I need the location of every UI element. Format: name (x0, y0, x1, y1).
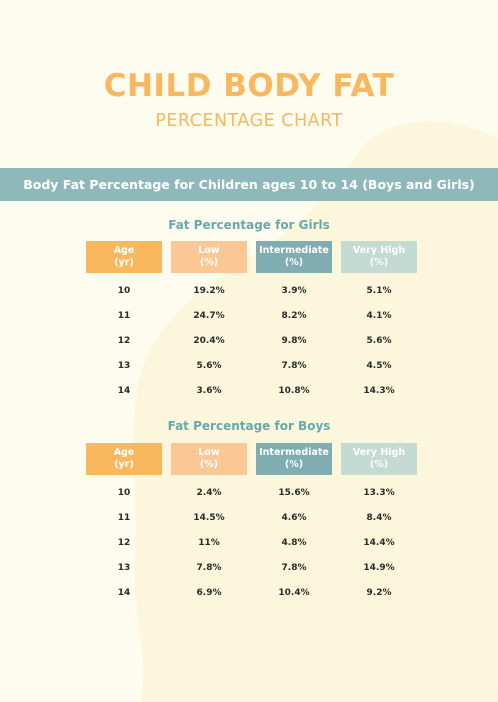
cell-age: 11 (117, 311, 131, 321)
cell-low: 2.4% (196, 488, 222, 498)
header-low: Low (%) (171, 443, 247, 475)
cell-age: 12 (117, 538, 131, 548)
boys-table: Age (yr) Low (%) Intermediate (%) Very High… (0, 443, 498, 606)
header-intermediate: Intermediate (%) (256, 241, 332, 273)
cell-very-high: 4.5% (366, 361, 392, 371)
table-body: 10 19.2% 3.9% 5.1% 11 24.7% 8.2% 4.1% 12… (0, 279, 498, 404)
table-row: 13 5.6% 7.8% 4.5% (0, 354, 498, 379)
cell-age: 14 (117, 386, 131, 396)
cell-very-high: 5.1% (366, 286, 392, 296)
section-banner: Body Fat Percentage for Children ages 10… (0, 168, 498, 201)
cell-intermediate: 3.9% (281, 286, 307, 296)
table-header-row: Age (yr) Low (%) Intermediate (%) Very High… (0, 443, 498, 475)
banner-text: Body Fat Percentage for Children ages 10… (23, 177, 475, 192)
table-row: 12 20.4% 9.8% 5.6% (0, 329, 498, 354)
cell-low: 20.4% (193, 336, 225, 346)
cell-low: 14.5% (193, 513, 225, 523)
header-very-high: Very High (%) (341, 241, 417, 273)
page-title: CHILD BODY FAT (103, 68, 395, 104)
table-header-row: Age (yr) Low (%) Intermediate (%) Very High… (0, 241, 498, 273)
cell-intermediate: 9.8% (281, 336, 307, 346)
table-row: 10 2.4% 15.6% 13.3% (0, 481, 498, 506)
table-body: 10 2.4% 15.6% 13.3% 11 14.5% 4.6% 8.4% 1… (0, 481, 498, 606)
cell-age: 14 (117, 588, 131, 598)
cell-age: 12 (117, 336, 131, 346)
table-row: 12 11% 4.8% 14.4% (0, 531, 498, 556)
cell-age: 13 (117, 563, 131, 573)
table-row: 11 24.7% 8.2% 4.1% (0, 304, 498, 329)
cell-very-high: 8.4% (366, 513, 392, 523)
cell-age: 10 (117, 488, 131, 498)
cell-intermediate: 15.6% (278, 488, 310, 498)
cell-intermediate: 8.2% (281, 311, 307, 321)
page-subtitle: PERCENTAGE CHART (155, 111, 343, 131)
cell-very-high: 4.1% (366, 311, 392, 321)
cell-very-high: 9.2% (366, 588, 392, 598)
header-low: Low (%) (171, 241, 247, 273)
header-intermediate: Intermediate (%) (256, 443, 332, 475)
cell-intermediate: 4.6% (281, 513, 307, 523)
cell-intermediate: 7.8% (281, 563, 307, 573)
cell-low: 5.6% (196, 361, 222, 371)
cell-age: 13 (117, 361, 131, 371)
cell-very-high: 14.4% (363, 538, 395, 548)
cell-intermediate: 4.8% (281, 538, 307, 548)
boys-table-title: Fat Percentage for Boys (167, 419, 331, 433)
cell-age: 10 (117, 286, 131, 296)
table-row: 14 3.6% 10.8% 14.3% (0, 379, 498, 404)
cell-intermediate: 10.4% (278, 588, 310, 598)
table-row: 14 6.9% 10.4% 9.2% (0, 581, 498, 606)
table-row: 10 19.2% 3.9% 5.1% (0, 279, 498, 304)
cell-intermediate: 7.8% (281, 361, 307, 371)
cell-very-high: 14.9% (363, 563, 395, 573)
table-row: 11 14.5% 4.6% 8.4% (0, 506, 498, 531)
cell-age: 11 (117, 513, 131, 523)
girls-table-title: Fat Percentage for Girls (168, 218, 330, 232)
cell-low: 11% (198, 538, 220, 548)
cell-low: 24.7% (193, 311, 225, 321)
cell-very-high: 5.6% (366, 336, 392, 346)
cell-low: 19.2% (193, 286, 225, 296)
header-age: Age (yr) (86, 443, 162, 475)
header-very-high: Very High (%) (341, 443, 417, 475)
cell-low: 3.6% (196, 386, 222, 396)
cell-very-high: 14.3% (363, 386, 395, 396)
table-row: 13 7.8% 7.8% 14.9% (0, 556, 498, 581)
cell-low: 7.8% (196, 563, 222, 573)
cell-very-high: 13.3% (363, 488, 395, 498)
cell-intermediate: 10.8% (278, 386, 310, 396)
girls-table: Age (yr) Low (%) Intermediate (%) Very High… (0, 241, 498, 404)
header-age: Age (yr) (86, 241, 162, 273)
cell-low: 6.9% (196, 588, 222, 598)
